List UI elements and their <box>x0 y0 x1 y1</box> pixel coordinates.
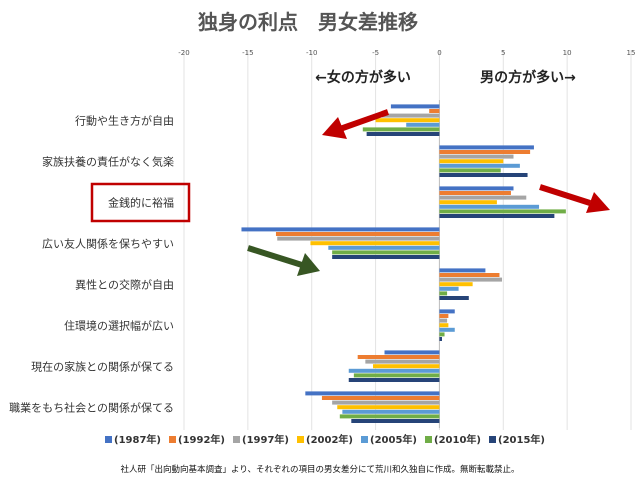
category-label: 金銭的に裕福 <box>108 196 174 210</box>
bar <box>357 355 440 359</box>
bar <box>439 195 527 200</box>
bar <box>305 391 440 396</box>
bar <box>439 314 449 318</box>
legend-label: (1992年) <box>178 433 225 446</box>
bar <box>439 268 486 273</box>
legend-swatch <box>169 436 176 443</box>
bar <box>439 163 520 168</box>
bar <box>390 104 440 109</box>
legend-swatch <box>425 436 432 443</box>
legend-swatch <box>361 436 368 443</box>
bar <box>348 378 440 382</box>
bar <box>375 118 440 123</box>
green-arrow <box>247 245 320 276</box>
direction-label-female: ←女の方が多い <box>315 69 411 86</box>
chart-title: 独身の利点 男女差推移 <box>198 10 418 34</box>
legend-label: (2010年) <box>434 433 481 446</box>
bar <box>332 255 440 259</box>
bar <box>351 419 440 423</box>
x-tick-label: -10 <box>306 49 317 57</box>
bar <box>310 241 440 246</box>
x-tick-label: -5 <box>372 49 379 57</box>
bars <box>241 104 566 423</box>
bar <box>241 227 440 232</box>
direction-label-male: 男の方が多い→ <box>480 69 576 86</box>
legend-swatch <box>233 436 240 443</box>
bar <box>365 359 440 364</box>
bar <box>439 154 514 159</box>
bar <box>439 286 459 291</box>
bar <box>321 396 440 400</box>
category-label: 家族扶養の責任がなく気楽 <box>42 155 174 169</box>
x-tick-label: -20 <box>178 49 189 57</box>
legend-label: (2005年) <box>370 433 417 446</box>
bar <box>384 350 440 355</box>
x-tick-label: 15 <box>627 49 636 57</box>
category-label: 異性との交際が自由 <box>75 278 174 292</box>
bar <box>332 250 440 255</box>
legend-swatch <box>105 436 112 443</box>
bar <box>275 232 440 236</box>
bar <box>277 236 440 241</box>
highlight-box <box>90 182 191 223</box>
legend-label: (2015年) <box>498 433 545 446</box>
x-tick-label: 5 <box>501 49 505 57</box>
bar <box>342 409 440 414</box>
legend: (1987年) (1992年) (1997年) (2002年) (2005年) (2010… <box>105 433 545 446</box>
bar <box>439 327 455 332</box>
bar <box>337 405 440 410</box>
bar <box>439 209 566 214</box>
x-tick-label: 0 <box>437 49 441 57</box>
legend-label: (1997年) <box>242 433 289 446</box>
category-label: 住環境の選択幅が広い <box>64 319 174 333</box>
bar <box>439 323 449 328</box>
category-label: 行動や生き方が自由 <box>75 114 174 128</box>
bar <box>348 368 440 373</box>
legend-label: (1987年) <box>114 433 161 446</box>
bar <box>439 168 501 173</box>
bar <box>439 145 534 150</box>
bar <box>439 186 514 191</box>
bar <box>439 309 455 314</box>
category-label: 現在の家族との関係が保てる <box>31 360 174 374</box>
x-tick-label: -15 <box>242 49 253 57</box>
bar <box>439 318 448 323</box>
bar <box>439 273 500 277</box>
bar <box>439 214 555 218</box>
bar <box>439 191 511 195</box>
bar <box>439 200 497 205</box>
bar <box>406 122 440 127</box>
bar <box>328 245 440 250</box>
legend-swatch <box>489 436 496 443</box>
bar <box>439 332 445 337</box>
x-tick-labels: -20 -15 -10 -5 0 5 10 15 <box>178 49 635 57</box>
category-label: 広い友人関係を保ちやすい <box>42 237 174 251</box>
red-arrow-right <box>539 184 610 213</box>
bar <box>439 337 442 341</box>
bar <box>439 296 469 300</box>
bar <box>439 291 448 296</box>
bar <box>439 204 540 209</box>
bar <box>366 132 440 136</box>
category-labels: 行動や生き方が自由家族扶養の責任がなく気楽金銭的に裕福広い友人関係を保ちやすい異… <box>9 114 174 415</box>
x-tick-label: 10 <box>563 49 572 57</box>
red-arrow-left <box>322 109 390 139</box>
bar <box>339 414 440 419</box>
category-label: 職業をもち社会との関係が保てる <box>9 401 174 415</box>
source-note: 社人研「出向動向基本調査」より、それぞれの項目の男女差分にて荒川和久独自に作成。… <box>121 464 520 475</box>
bar <box>381 113 440 118</box>
bar <box>373 364 440 369</box>
bar <box>439 277 503 282</box>
bar <box>429 109 440 113</box>
bar <box>439 159 504 164</box>
bar <box>439 150 531 154</box>
bar <box>353 373 440 378</box>
bar <box>439 173 528 177</box>
bar <box>439 282 473 287</box>
bar <box>362 127 440 132</box>
legend-swatch <box>297 436 304 443</box>
legend-label: (2002年) <box>306 433 353 446</box>
bar <box>332 400 440 405</box>
